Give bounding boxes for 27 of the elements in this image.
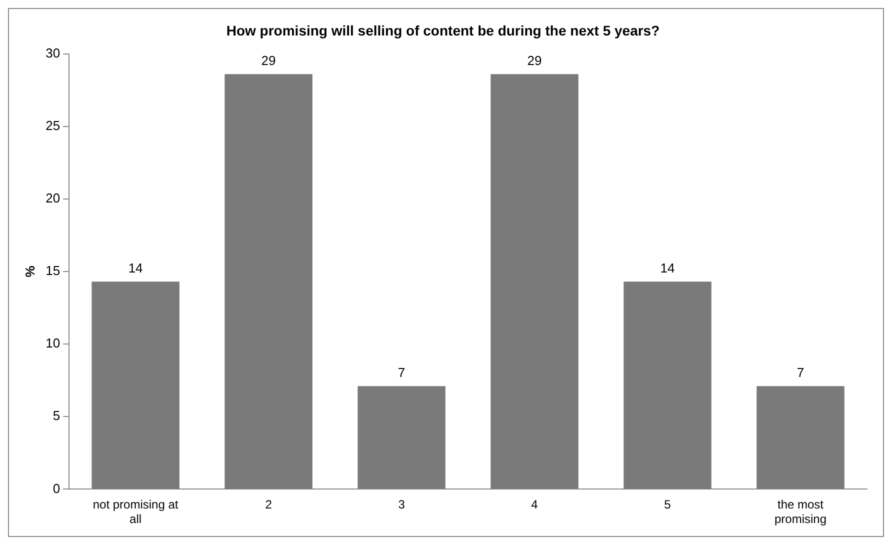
bar <box>624 282 712 489</box>
data-label: 14 <box>128 260 143 276</box>
bar <box>92 282 180 489</box>
data-label: 7 <box>398 365 406 380</box>
bar <box>358 386 446 489</box>
bar <box>490 74 578 489</box>
x-tick-label: 4 <box>531 498 538 512</box>
x-tick-label: the most promising <box>774 498 827 526</box>
y-tick-label: 0 <box>52 480 60 496</box>
x-tick-label: 3 <box>398 498 406 512</box>
chart-title: How promising will selling of content be during the next 5 years? <box>226 22 660 38</box>
bar <box>756 386 844 489</box>
y-tick-label: 10 <box>46 336 60 351</box>
data-label: 14 <box>660 260 675 276</box>
y-tick-label: 30 <box>46 45 60 60</box>
y-tick-label: 25 <box>46 118 60 133</box>
y-tick-label: 5 <box>52 408 60 424</box>
bar <box>224 74 312 489</box>
y-tick-label: 20 <box>46 190 60 206</box>
x-tick-label: 2 <box>265 498 272 512</box>
data-label: 7 <box>796 365 804 380</box>
x-tick-label: 5 <box>664 498 672 512</box>
data-label: 29 <box>261 53 276 68</box>
x-tick-label: not promising at all <box>92 498 179 526</box>
data-label: 29 <box>527 53 542 68</box>
y-tick-label: 15 <box>46 263 60 278</box>
y-axis-title: % <box>22 265 38 278</box>
